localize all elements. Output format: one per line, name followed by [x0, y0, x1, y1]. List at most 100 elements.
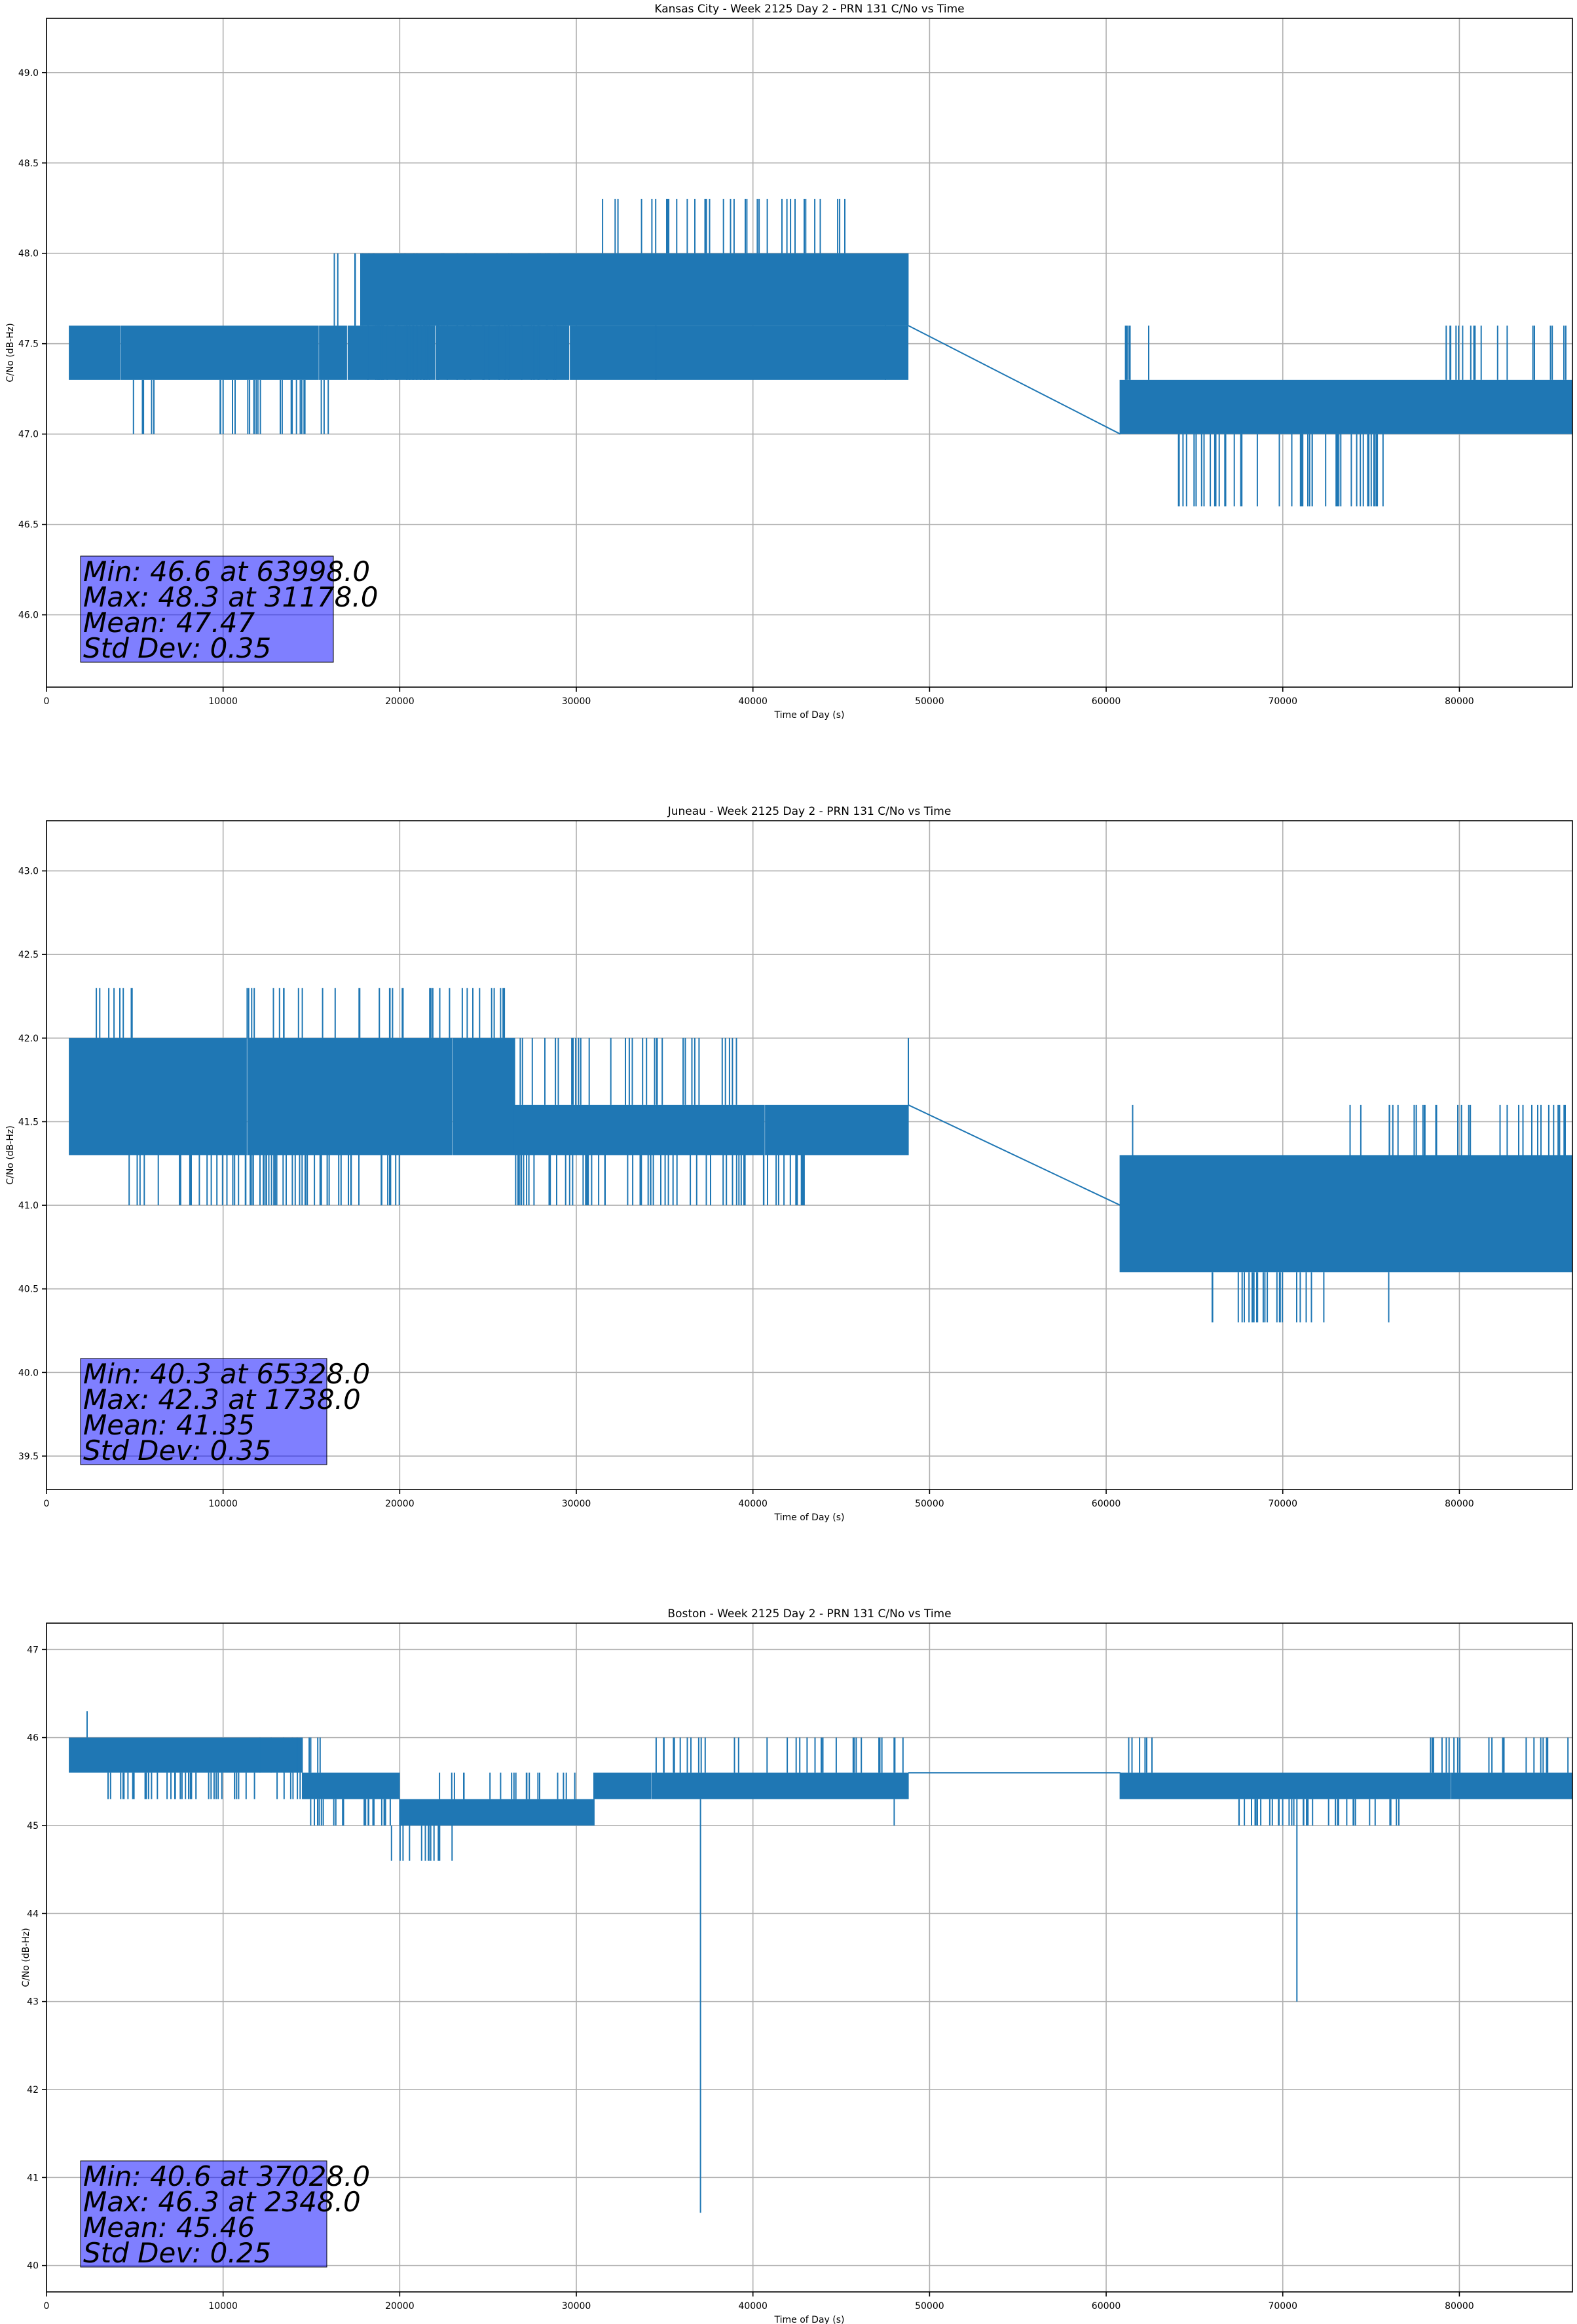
cno-dip [390, 1826, 453, 1861]
y-tick-label: 40 [27, 2261, 39, 2272]
y-tick-label: 42.0 [18, 1034, 39, 1044]
x-tick-label: 70000 [1268, 696, 1297, 707]
chart-title: Boston - Week 2125 Day 2 - PRN 131 C/No … [667, 1607, 951, 1621]
y-tick-label: 46 [27, 1733, 39, 1744]
y-tick-label: 47.5 [18, 339, 39, 350]
cno-band-3 [1119, 379, 1572, 434]
cno-band-1 [69, 326, 909, 380]
x-tick-label: 80000 [1445, 696, 1474, 707]
cno-band-3 [1119, 1155, 1572, 1273]
y-tick-label: 39.5 [18, 1452, 39, 1462]
x-tick-label: 30000 [562, 1499, 591, 1509]
y-tick-label: 42.5 [18, 950, 39, 960]
stats-line: Min: 46.6 at 63998.0 [83, 555, 370, 588]
cno-band-1 [69, 1038, 515, 1155]
y-tick-label: 43 [27, 1997, 39, 2008]
y-tick-label: 41.5 [18, 1117, 39, 1127]
cno-spike [1430, 1737, 1569, 1773]
y-tick-label: 49.0 [18, 68, 39, 79]
x-tick-label: 40000 [738, 696, 768, 707]
x-tick-label: 0 [44, 1499, 50, 1509]
cno-band-6 [1119, 1772, 1572, 1799]
cno-dip [1238, 1799, 1400, 1826]
stats-line: Min: 40.3 at 65328.0 [83, 1358, 370, 1390]
stats-line: Mean: 41.35 [83, 1409, 255, 1441]
x-tick-label: 80000 [1445, 1499, 1474, 1509]
x-tick-label: 20000 [385, 696, 415, 707]
cno-spike [439, 1772, 576, 1799]
x-tick-label: 80000 [1445, 2301, 1474, 2312]
y-axis-label: C/No (dB-Hz) [21, 1928, 31, 1987]
x-tick-label: 30000 [562, 696, 591, 707]
x-tick-label: 40000 [738, 2301, 768, 2312]
y-axis-label: C/No (dB-Hz) [5, 323, 16, 382]
cno-band-4 [593, 1772, 909, 1799]
stats-line: Max: 46.3 at 2348.0 [83, 2186, 361, 2218]
cno-dip [107, 1772, 301, 1799]
x-tick-label: 40000 [738, 1499, 768, 1509]
x-tick-label: 0 [44, 696, 50, 707]
gap-interpolation-line [908, 325, 1121, 435]
y-tick-label: 45 [27, 1821, 39, 1831]
x-tick-label: 60000 [1092, 1499, 1121, 1509]
x-axis-label: Time of Day (s) [774, 710, 845, 721]
cno-dip [1212, 1272, 1325, 1322]
x-tick-label: 60000 [1092, 2301, 1121, 2312]
x-tick-label: 0 [44, 2301, 50, 2312]
cno-spike [246, 988, 506, 1038]
y-tick-label: 40.0 [18, 1368, 39, 1378]
cno-band-2 [360, 253, 909, 326]
stats-line: Mean: 45.46 [83, 2211, 255, 2243]
stats-line: Std Dev: 0.35 [83, 1434, 271, 1467]
cno-spike [602, 198, 845, 253]
stats-box [80, 555, 334, 663]
x-tick-label: 70000 [1268, 2301, 1297, 2312]
cno-dip [515, 1155, 805, 1206]
cno-band-2 [513, 1104, 909, 1155]
stats-box [80, 1358, 327, 1465]
x-tick-label: 10000 [208, 1499, 238, 1509]
x-tick-label: 50000 [915, 2301, 944, 2312]
series-cno [69, 1711, 1572, 2213]
chart-title: Kansas City - Week 2125 Day 2 - PRN 131 … [654, 3, 964, 16]
axes-frame [46, 1622, 1573, 2293]
stats-line: Max: 48.3 at 31178.0 [83, 581, 378, 613]
y-tick-label: 47 [27, 1645, 39, 1655]
x-tick-label: 20000 [385, 2301, 415, 2312]
y-tick-label: 43.0 [18, 867, 39, 877]
cno-dip [367, 326, 557, 380]
stats-line: Std Dev: 0.35 [83, 632, 271, 664]
cno-spike [519, 1038, 737, 1105]
stats-box [80, 2160, 327, 2268]
cno-dip [219, 379, 329, 434]
cno-spike [1349, 1104, 1566, 1155]
axes-frame [46, 18, 1573, 688]
chart-title: Juneau - Week 2125 Day 2 - PRN 131 C/No … [667, 805, 952, 818]
y-tick-label: 46.0 [18, 610, 39, 621]
series-cno [69, 988, 1572, 1322]
y-tick-label: 46.5 [18, 520, 39, 531]
x-tick-label: 10000 [208, 2301, 238, 2312]
y-tick-label: 48.0 [18, 249, 39, 259]
stats-line: Std Dev: 0.25 [83, 2237, 271, 2269]
cno-spike [1128, 1737, 1153, 1773]
stats-line: Max: 42.3 at 1738.0 [83, 1383, 361, 1415]
cno-spike [96, 988, 133, 1038]
series-cno [69, 198, 1572, 507]
x-tick-label: 50000 [915, 1499, 944, 1509]
stats-line: Min: 40.6 at 37028.0 [83, 2160, 370, 2192]
y-tick-label: 40.5 [18, 1284, 39, 1295]
y-tick-label: 47.0 [18, 430, 39, 440]
x-tick-label: 20000 [385, 1499, 415, 1509]
chart-panel-2: 0 10000 20000 30000 40000 50000 60000 70000 8000… [5, 805, 1573, 1523]
x-tick-label: 10000 [208, 696, 238, 707]
x-axis-label: Time of Day (s) [774, 2315, 845, 2324]
cno-spike [259, 1737, 321, 1773]
cno-dip [132, 379, 155, 434]
cno-spike [655, 1737, 904, 1773]
cno-band-2 [302, 1772, 400, 1799]
x-axis-label: Time of Day (s) [774, 1512, 845, 1523]
cno-spike [1124, 326, 1149, 380]
y-tick-label: 42 [27, 2085, 39, 2095]
